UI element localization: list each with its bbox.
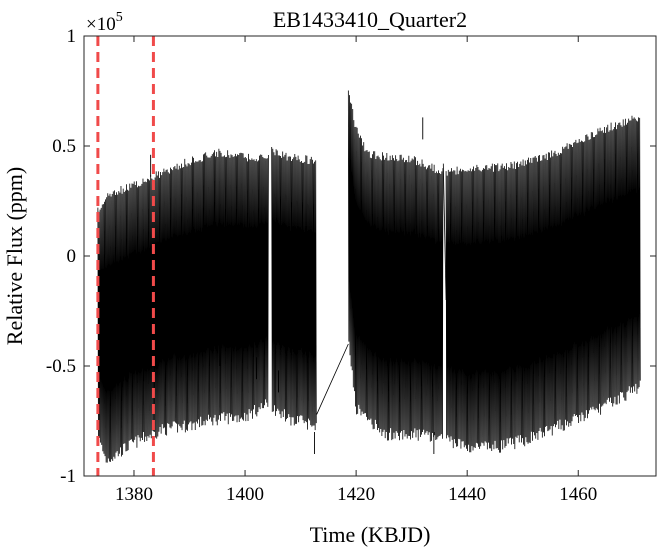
y-tick-label: 0 <box>67 246 77 267</box>
x-tick-label: 1440 <box>448 484 486 505</box>
x-axis-label: Time (KBJD) <box>310 522 431 547</box>
x-tick-label: 1380 <box>115 484 153 505</box>
y-axis-multiplier-exponent: 5 <box>116 10 123 25</box>
y-tick-label: -0.5 <box>46 356 76 377</box>
plot-area <box>96 36 641 476</box>
flux-segment <box>97 148 269 463</box>
y-tick-label: 1 <box>67 26 77 47</box>
flux-segment <box>271 146 317 431</box>
x-tick-label: 1460 <box>559 484 597 505</box>
y-axis-label: Relative Flux (ppm) <box>2 167 27 345</box>
y-tick-label: -1 <box>60 466 76 487</box>
flux-gap-connector <box>316 343 349 415</box>
flux-segment <box>445 115 641 453</box>
x-tick-label: 1420 <box>337 484 375 505</box>
y-axis-multiplier-base: ×10 <box>86 14 116 35</box>
chart-title: EB1433410_Quarter2 <box>273 7 467 32</box>
flux-gap-connector <box>442 163 447 301</box>
axis-ticks: 1380 1400 1420 1440 1460 -1 -0.5 0 0.5 1 <box>46 26 656 505</box>
y-tick-label: 0.5 <box>52 136 76 157</box>
flux-segment <box>347 90 444 442</box>
y-axis-multiplier: ×105 <box>86 10 123 35</box>
x-tick-label: 1400 <box>226 484 264 505</box>
